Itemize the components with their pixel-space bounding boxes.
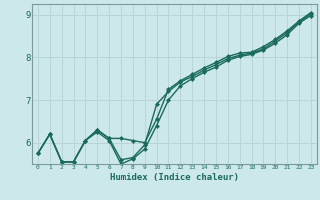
X-axis label: Humidex (Indice chaleur): Humidex (Indice chaleur) [110,173,239,182]
